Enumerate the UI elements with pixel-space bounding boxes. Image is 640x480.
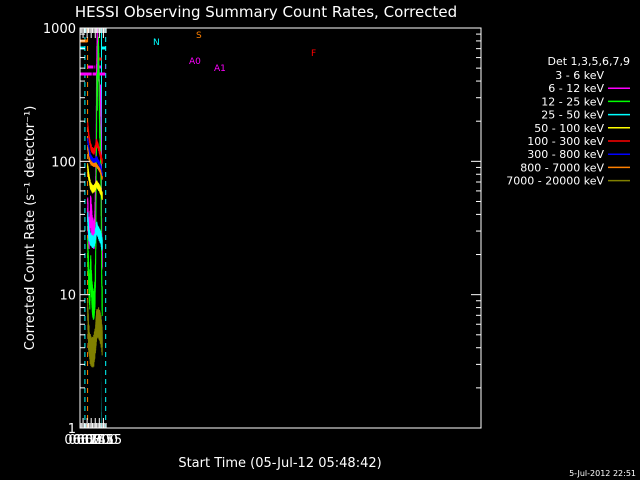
legend-label-50-100-kev: 50 - 100 keV <box>534 122 604 135</box>
plot-frame <box>79 27 482 429</box>
y-axis-label: Corrected Count Rate (s⁻¹ detector⁻¹) <box>23 106 38 351</box>
legend-label-6-12-kev: 6 - 12 keV <box>548 82 604 95</box>
series-line-100-300-kev <box>87 122 103 165</box>
legend-label-3-6-kev: 3 - 6 keV <box>555 69 604 82</box>
legend-label-25-50-kev: 25 - 50 keV <box>541 109 604 122</box>
x-tick-label: 06:15 <box>68 433 105 448</box>
legend-label-100-300-kev: 100 - 300 keV <box>527 135 604 148</box>
series-50-100-kev <box>87 164 103 200</box>
series-line-7000-20000-kev <box>87 299 103 368</box>
plot-area: S N F A0 A1 <box>80 28 316 428</box>
series-800-7000-kev <box>87 147 103 180</box>
y-tick-label: 10 <box>59 289 76 304</box>
legend-label-7000-20000-kev: 7000 - 20000 keV <box>506 175 604 188</box>
footnote-date: 5-Jul-2012 22:51 <box>569 469 636 478</box>
x-tick-label: 06:00 <box>64 433 101 448</box>
y-tick-label: 100 <box>51 155 76 170</box>
flag-label-a0: A0 <box>189 57 201 67</box>
x-axis-label: Start Time (05-Jul-12 05:48:42) <box>178 456 381 471</box>
series-25-50-kev <box>87 212 103 251</box>
series-100-300-kev <box>87 122 103 165</box>
series-line-25-50-kev <box>87 212 103 251</box>
series-300-800-kev <box>87 137 103 177</box>
flag-label-s: S <box>196 31 202 41</box>
y-tick-label: 1000 <box>43 22 76 37</box>
series-line-12-25-kev <box>87 36 103 320</box>
x-tick-label: 07:15 <box>85 433 122 448</box>
series-line-800-7000-kev <box>87 147 103 180</box>
flag-label-f: F <box>311 49 316 59</box>
chart-title: HESSI Observing Summary Count Rates, Cor… <box>75 3 457 21</box>
x-tick-label: 07:00 <box>81 433 118 448</box>
legend-header: Det 1,3,5,6,7,9 <box>547 55 630 68</box>
series-line-50-100-kev <box>87 164 103 200</box>
flag-label-a1: A1 <box>214 64 226 74</box>
x-tick-label: 06:30 <box>72 433 109 448</box>
series-7000-20000-kev <box>87 299 103 368</box>
series-12-25-kev <box>87 36 103 320</box>
legend-label-12-25-kev: 12 - 25 keV <box>541 95 604 108</box>
series-line-300-800-kev <box>87 137 103 177</box>
y-tick-label: 1 <box>68 422 76 437</box>
legend-label-300-800-kev: 300 - 800 keV <box>527 148 604 161</box>
legend-label-800-7000-kev: 800 - 7000 keV <box>520 161 604 174</box>
x-tick-label: 06:45 <box>77 433 114 448</box>
flag-label-n: N <box>153 38 160 48</box>
